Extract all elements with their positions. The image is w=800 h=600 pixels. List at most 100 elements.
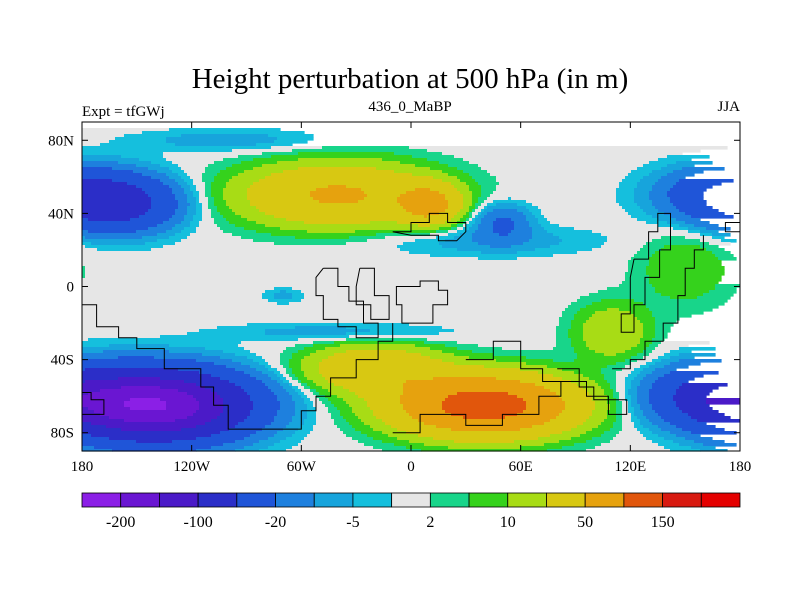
contour-cell [676, 161, 713, 165]
contour-cell [442, 179, 461, 183]
contour-cell [283, 380, 290, 384]
coastlines [82, 212, 741, 434]
contour-cell [640, 431, 653, 435]
contour-cell [517, 203, 533, 207]
contour-cell [307, 230, 356, 234]
contour-cell [187, 182, 194, 186]
contour-cell [478, 227, 494, 231]
contour-cell [124, 134, 182, 138]
contour-cell [637, 203, 653, 207]
contour-cell [220, 377, 257, 381]
contour-cell [175, 233, 191, 237]
contour-cell [559, 440, 587, 444]
contour-cell [244, 347, 287, 351]
contour-cell [607, 380, 617, 384]
contour-cell [286, 449, 383, 452]
contour-cell [328, 185, 347, 189]
contour-cell [271, 173, 413, 177]
contour-cell [571, 338, 584, 342]
contour-cell [223, 443, 254, 447]
contour-cell [247, 188, 317, 192]
contour-cell [280, 401, 296, 405]
contour-cell [625, 272, 647, 276]
colorbar-label: -5 [346, 514, 359, 531]
contour-cell [169, 236, 188, 240]
contour-cell [361, 188, 416, 192]
contour-cell [382, 440, 410, 444]
contour-cell [442, 404, 527, 408]
contour-cell [676, 206, 713, 210]
contour-cell [712, 236, 725, 240]
contour-cell [196, 398, 224, 402]
contour-cell [601, 233, 701, 237]
contour-cell [655, 206, 677, 210]
contour-cell [133, 170, 158, 174]
contour-cell [82, 383, 197, 387]
contour-cell [82, 296, 263, 300]
contour-cell [676, 401, 707, 405]
contour-cell [256, 431, 278, 435]
contour-cell [475, 230, 494, 234]
contour-cell [232, 176, 266, 180]
contour-cell [457, 347, 503, 351]
contour-cell [292, 434, 308, 438]
contour-cell [358, 416, 377, 420]
contour-cell [148, 209, 176, 213]
contour-cell [415, 188, 431, 192]
contour-cell [289, 302, 572, 306]
contour-cell [199, 221, 215, 225]
contour-cell [688, 413, 725, 417]
contour-cell [199, 401, 224, 405]
contour-cell [82, 164, 137, 168]
contour-cell [235, 353, 257, 357]
contour-cell [700, 245, 719, 249]
contour-cell [187, 206, 197, 210]
contour-cell [244, 419, 275, 423]
contour-cell [82, 410, 95, 414]
contour-cell [430, 254, 554, 258]
contour-cell [82, 281, 623, 285]
contour-cell [430, 167, 458, 171]
contour-cell [130, 407, 167, 411]
contour-cell [82, 173, 143, 177]
contour-cell [310, 431, 344, 435]
contour-cell [442, 152, 683, 156]
contour-cell [439, 161, 470, 165]
contour-cell [664, 212, 686, 216]
contour-cell [319, 200, 359, 204]
contour-cell [628, 392, 638, 396]
contour-cell [604, 389, 614, 393]
contour-cell [673, 395, 707, 399]
contour-cell [214, 221, 230, 225]
contour-cell [193, 182, 206, 186]
contour-cell [601, 422, 614, 426]
contour-cell [688, 227, 707, 231]
contour-cell [190, 185, 197, 189]
contour-cell [319, 398, 329, 402]
contour-cell [295, 431, 311, 435]
contour-cell [475, 206, 479, 210]
contour-cell [466, 212, 470, 216]
x-tick-label: 60W [287, 459, 317, 475]
contour-cell [220, 413, 251, 417]
contour-cell [631, 170, 653, 174]
contour-cell [163, 152, 263, 156]
contour-cell [178, 368, 236, 372]
contour-cell [634, 410, 644, 414]
contour-cell [703, 443, 737, 447]
contour-cell [214, 197, 224, 201]
contour-cell [274, 140, 308, 144]
contour-cell [472, 191, 482, 195]
contour-cell [307, 377, 326, 381]
contour-cell [559, 317, 575, 321]
contour-cell [553, 254, 635, 258]
contour-cell [232, 164, 263, 168]
contour-cell [166, 173, 179, 177]
contour-cell [178, 206, 188, 210]
contour-cell [208, 164, 233, 168]
contour-cell [277, 431, 296, 435]
contour-cell [637, 395, 650, 399]
contour-cell [148, 227, 173, 231]
contour-cell [580, 434, 602, 438]
